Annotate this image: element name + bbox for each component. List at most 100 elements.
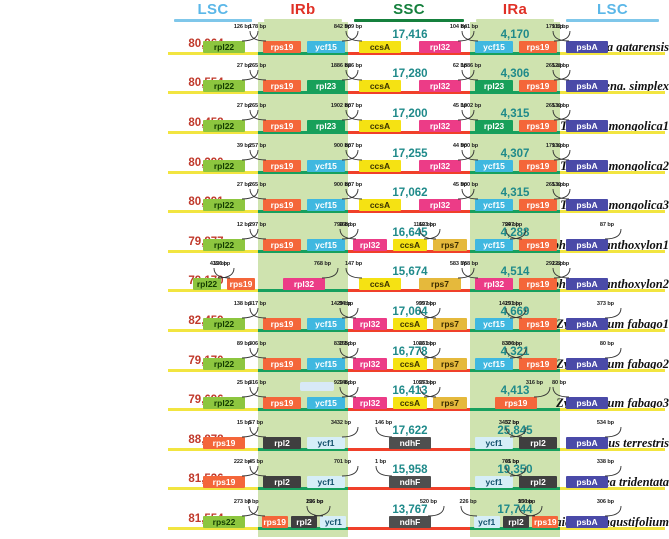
gene-rpl32[interactable]: rpl32 xyxy=(419,80,461,93)
gene-rps19[interactable]: rps19 xyxy=(519,238,557,251)
gene-rpl22[interactable]: rpl22 xyxy=(193,278,221,291)
gene-rps19[interactable]: rps19 xyxy=(227,278,255,291)
gene-ccsA[interactable]: ccsA xyxy=(359,159,401,172)
gene-ycf15[interactable]: ycf15 xyxy=(307,397,345,410)
gene-ycf15[interactable]: ycf15 xyxy=(307,199,345,212)
gene-psbA[interactable]: psbA xyxy=(566,515,608,528)
gene-ycf1[interactable]: ycf1 xyxy=(475,436,513,449)
gene-rpl22[interactable]: rpl22 xyxy=(203,317,245,330)
gene-rpl22[interactable]: rpl22 xyxy=(203,80,245,93)
gene-ndhF[interactable]: ndhF xyxy=(389,476,431,489)
gene-rps19[interactable]: rps19 xyxy=(519,40,557,53)
gene-ccsA[interactable]: ccsA xyxy=(393,238,427,251)
gene-rpl22[interactable]: rpl22 xyxy=(203,199,245,212)
gene-psbA[interactable]: psbA xyxy=(566,317,608,330)
gene-ycf15[interactable]: ycf15 xyxy=(475,40,513,53)
gene-rpl32[interactable]: rpl32 xyxy=(419,199,461,212)
gene-rpl32[interactable]: rpl32 xyxy=(353,357,387,370)
gene-rpl22[interactable]: rpl22 xyxy=(203,159,245,172)
gene-rpl22[interactable]: rpl22 xyxy=(203,119,245,132)
gene-ycf15[interactable]: ycf15 xyxy=(475,159,513,172)
gene-ycf1[interactable]: ycf1 xyxy=(320,515,347,528)
gene-rpl22[interactable]: rpl22 xyxy=(203,238,245,251)
gene-rpl2[interactable]: rpl2 xyxy=(263,436,301,449)
gene-psbA[interactable]: psbA xyxy=(566,119,608,132)
gene-ndhF[interactable]: ndhF xyxy=(389,515,431,528)
gene-rpl32[interactable]: rpl32 xyxy=(353,238,387,251)
gene-rps19[interactable]: rps19 xyxy=(263,40,301,53)
gene-ycf1[interactable]: ycf1 xyxy=(307,436,345,449)
gene-rpl23[interactable]: rpl23 xyxy=(307,119,345,132)
gene-rpl32[interactable]: rpl32 xyxy=(353,397,387,410)
gene-ycf15[interactable]: ycf15 xyxy=(307,357,345,370)
gene-rpl2[interactable]: rpl2 xyxy=(502,515,530,528)
gene-rpl22[interactable]: rpl22 xyxy=(203,357,245,370)
gene-rpl22[interactable]: rpl22 xyxy=(203,397,245,410)
gene-psbA[interactable]: psbA xyxy=(566,476,608,489)
gene-rps19[interactable]: rps19 xyxy=(519,199,557,212)
gene-ccsA[interactable]: ccsA xyxy=(393,397,427,410)
gene-psbA[interactable]: psbA xyxy=(566,238,608,251)
gene-ycf15[interactable]: ycf15 xyxy=(307,40,345,53)
gene-ccsA[interactable]: ccsA xyxy=(359,40,401,53)
gene-rpl23[interactable]: rpl23 xyxy=(475,80,513,93)
gene-rps19[interactable]: rps19 xyxy=(263,199,301,212)
gene-ycf1[interactable]: ycf1 xyxy=(473,515,500,528)
gene-rpl32[interactable]: rpl32 xyxy=(283,278,325,291)
gene-psbA[interactable]: psbA xyxy=(566,436,608,449)
gene-ycf15[interactable]: ycf15 xyxy=(475,317,513,330)
gene-rps19[interactable]: rps19 xyxy=(519,80,557,93)
gene-ycf1[interactable]: ycf1 xyxy=(475,476,513,489)
gene-rps19[interactable]: rps19 xyxy=(203,436,245,449)
gene-rps19[interactable]: rps19 xyxy=(532,515,559,528)
gene-rpl2[interactable]: rpl2 xyxy=(519,476,557,489)
gene-rps19[interactable]: rps19 xyxy=(261,515,288,528)
gene-rps19[interactable]: rps19 xyxy=(495,397,537,410)
gene-rpl32[interactable]: rpl32 xyxy=(419,159,461,172)
gene-psbA[interactable]: psbA xyxy=(566,40,608,53)
gene-rps7[interactable]: rps7 xyxy=(433,397,467,410)
gene-rps19[interactable]: rps19 xyxy=(519,159,557,172)
gene-psbA[interactable]: psbA xyxy=(566,80,608,93)
gene-rpl23[interactable]: rpl23 xyxy=(475,119,513,132)
gene-rps7[interactable]: rps7 xyxy=(433,357,467,370)
gene-rps7[interactable]: rps7 xyxy=(433,238,467,251)
gene-rps7[interactable]: rps7 xyxy=(433,317,467,330)
gene-rps19[interactable]: rps19 xyxy=(263,159,301,172)
gene-rps19[interactable]: rps19 xyxy=(263,397,301,410)
gene-rps7[interactable]: rps7 xyxy=(419,278,461,291)
gene-rpl32[interactable]: rpl32 xyxy=(419,119,461,132)
gene-rpl23[interactable]: rpl23 xyxy=(307,80,345,93)
gene-psbA[interactable]: psbA xyxy=(566,397,608,410)
gene-rps19[interactable]: rps19 xyxy=(263,317,301,330)
gene-rps19[interactable]: rps19 xyxy=(519,357,557,370)
gene-ycf15[interactable]: ycf15 xyxy=(307,238,345,251)
gene-ycf15[interactable]: ycf15 xyxy=(475,199,513,212)
gene-ccsA[interactable]: ccsA xyxy=(359,119,401,132)
gene-psbA[interactable]: psbA xyxy=(566,159,608,172)
gene-rps19[interactable]: rps19 xyxy=(263,80,301,93)
gene-rpl2[interactable]: rpl2 xyxy=(263,476,301,489)
gene-rpl32[interactable]: rpl32 xyxy=(475,278,513,291)
gene-ycf15[interactable]: ycf15 xyxy=(307,317,345,330)
gene-rpl22[interactable]: rpl22 xyxy=(203,40,245,53)
gene-rpl2[interactable]: rpl2 xyxy=(519,436,557,449)
gene-psbA[interactable]: psbA xyxy=(566,278,608,291)
gene-rps19[interactable]: rps19 xyxy=(263,238,301,251)
gene-rps19[interactable]: rps19 xyxy=(263,357,301,370)
gene-ycf1[interactable]: ycf1 xyxy=(307,476,345,489)
gene-ycf15[interactable]: ycf15 xyxy=(475,238,513,251)
gene-ccsA[interactable]: ccsA xyxy=(393,317,427,330)
gene-rps19[interactable]: rps19 xyxy=(519,278,557,291)
gene-rpl32[interactable]: rpl32 xyxy=(419,40,461,53)
gene-ccsA[interactable]: ccsA xyxy=(393,357,427,370)
gene-rpl32[interactable]: rpl32 xyxy=(353,317,387,330)
gene-ccsA[interactable]: ccsA xyxy=(359,278,401,291)
gene-rps19[interactable]: rps19 xyxy=(203,476,245,489)
gene-ccsA[interactable]: ccsA xyxy=(359,80,401,93)
gene-ycf15[interactable]: ycf15 xyxy=(475,357,513,370)
gene-rps19[interactable]: rps19 xyxy=(519,317,557,330)
gene-psbA[interactable]: psbA xyxy=(566,357,608,370)
gene-rps19[interactable]: rps19 xyxy=(263,119,301,132)
gene-rps19[interactable]: rps19 xyxy=(519,119,557,132)
